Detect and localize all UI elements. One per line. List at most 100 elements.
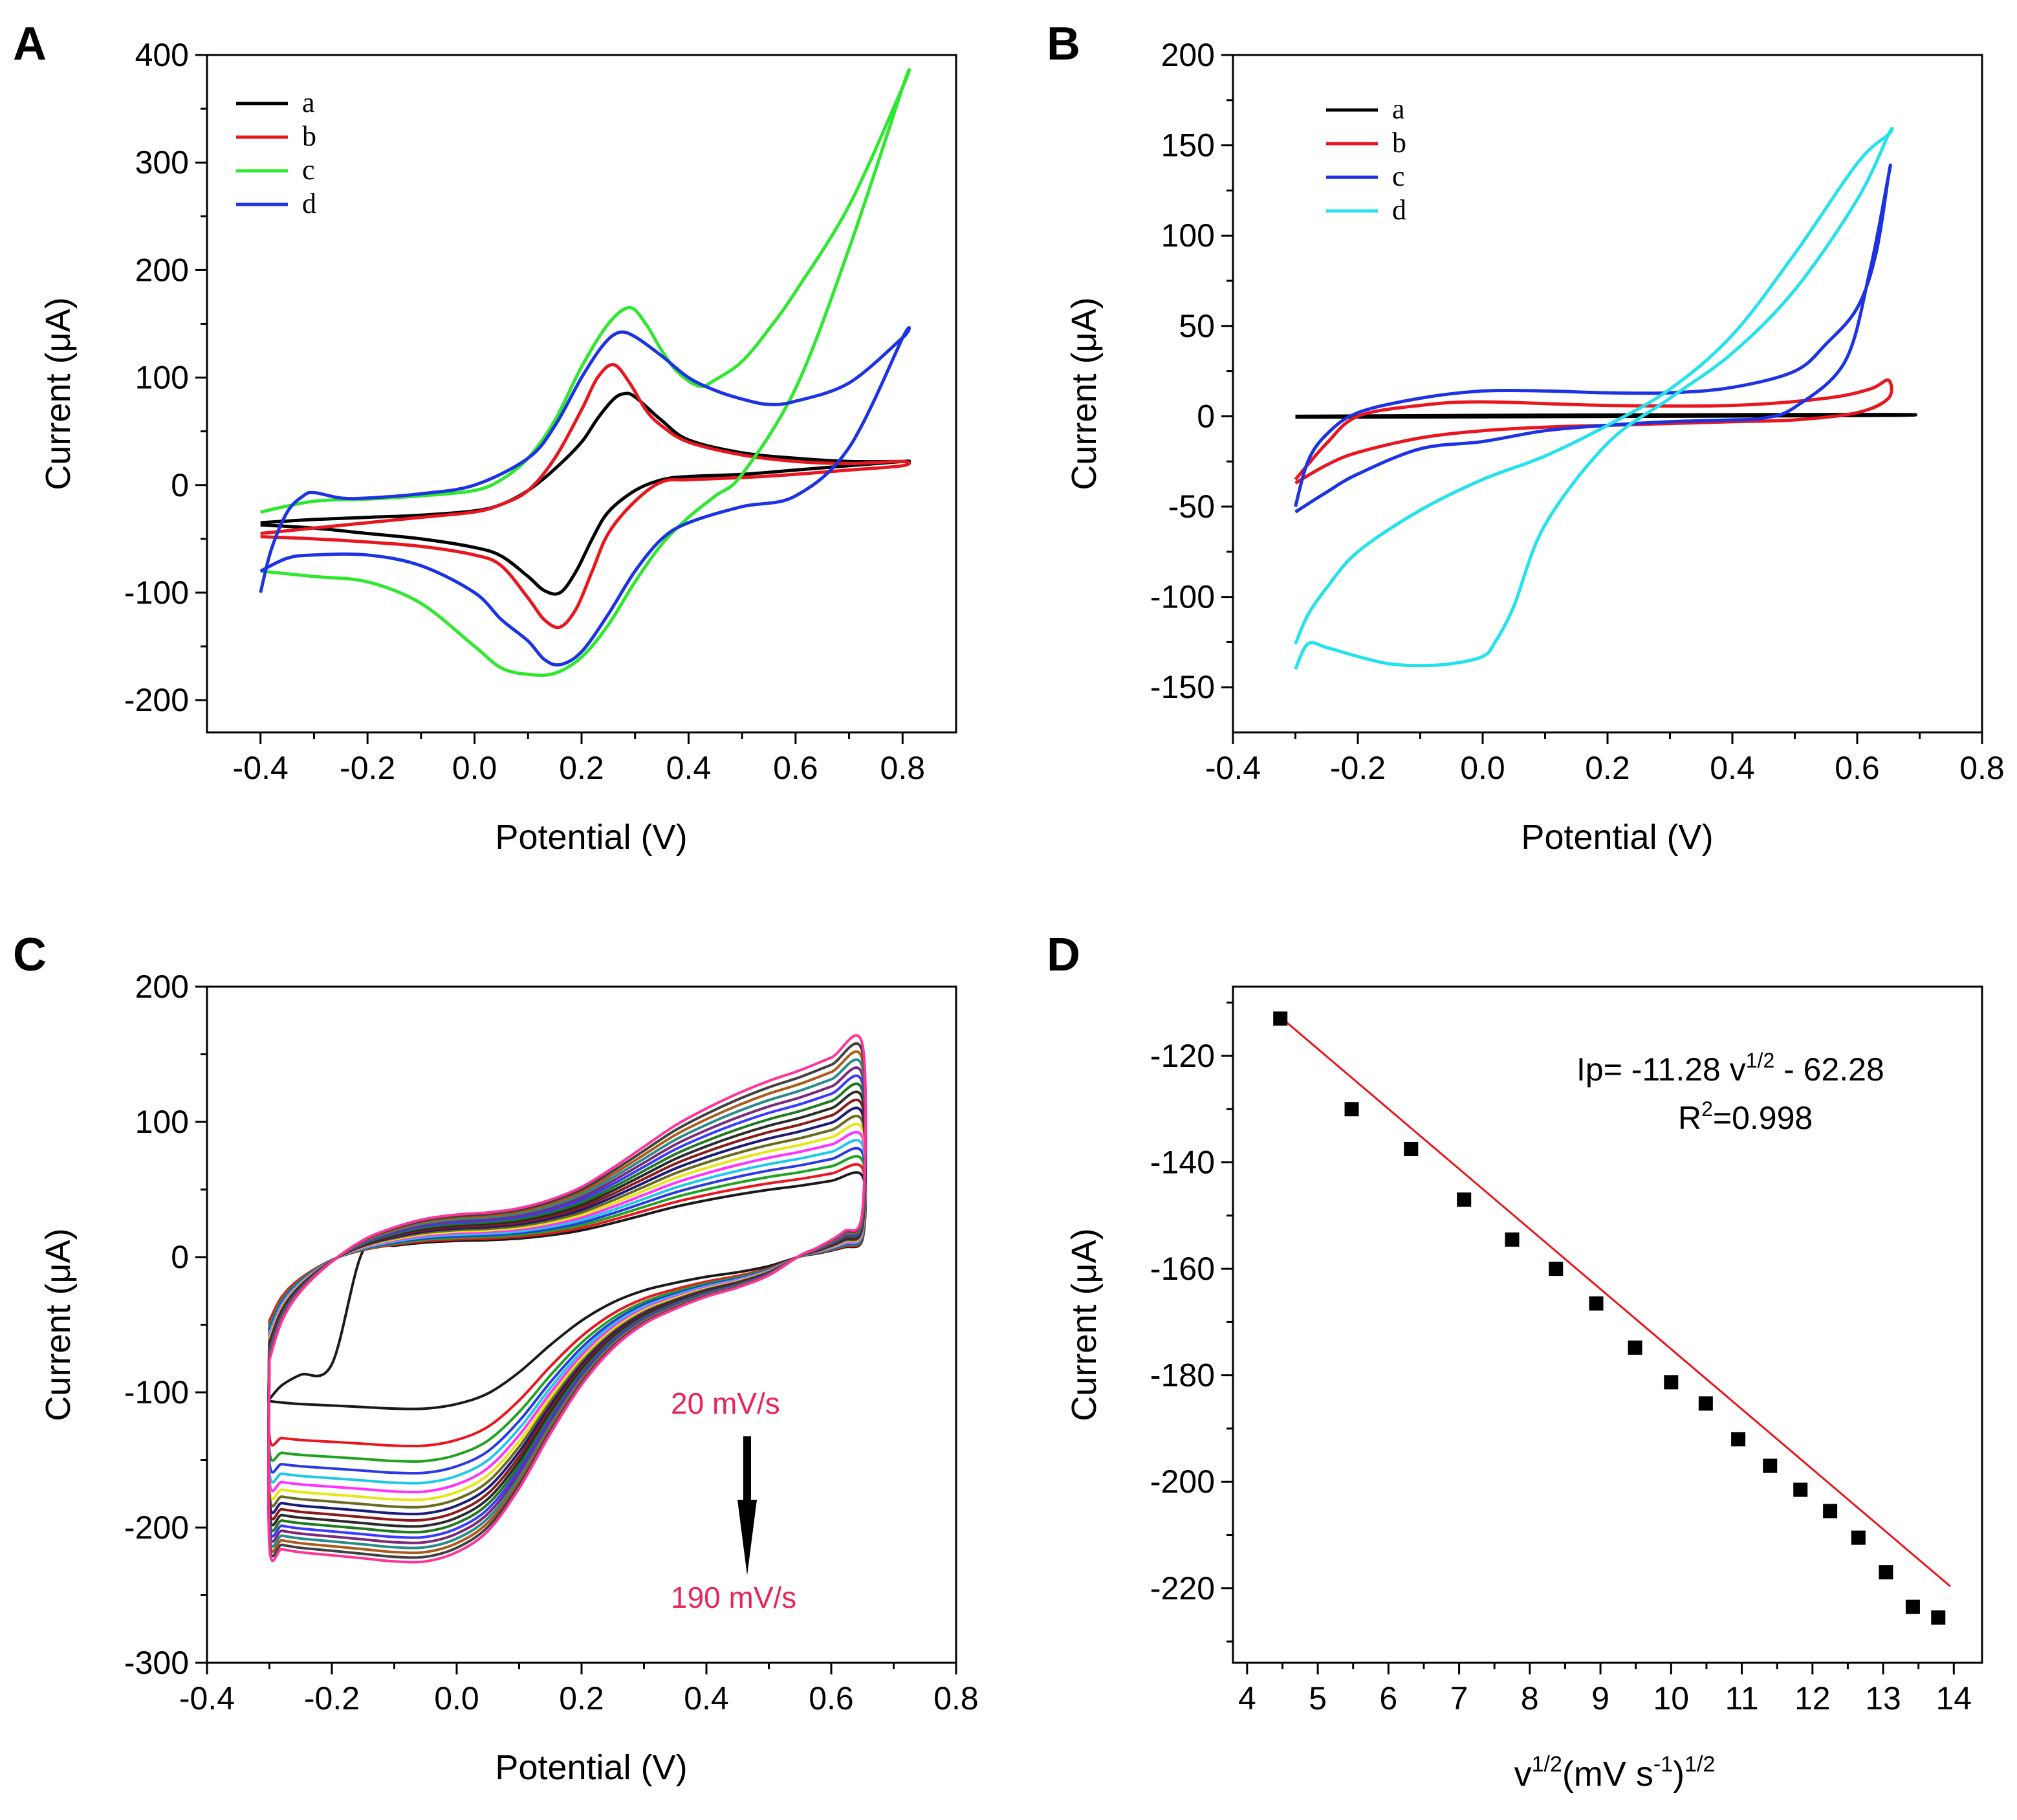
fit-r-squared: R2=0.998 <box>1678 1097 1813 1136</box>
y-tick-label: -200 <box>124 682 189 718</box>
y-tick-label: -150 <box>1150 669 1215 705</box>
data-point <box>1763 1458 1778 1473</box>
x-tick-label: 0.2 <box>1585 750 1630 786</box>
panel-d-xlabel: v1/2(mV s-1)1/2 <box>1514 1752 1716 1793</box>
legend-label-a: a <box>302 87 315 118</box>
x-tick-label: -0.4 <box>179 1680 235 1716</box>
plot-frame <box>1232 985 1983 1664</box>
legend-label-d: d <box>302 188 316 219</box>
y-tick-label: -140 <box>1150 1145 1215 1181</box>
x-tick-label: 0.8 <box>1959 750 2005 786</box>
y-tick-label: -220 <box>1150 1570 1215 1606</box>
data-point <box>1905 1599 1920 1614</box>
x-tick-label: 0.8 <box>933 1680 979 1716</box>
x-tick-label: 0.4 <box>666 750 712 786</box>
cv-curve-a <box>1295 413 1917 419</box>
data-point <box>1731 1432 1746 1447</box>
fit-r2-tail: =0.998 <box>1713 1100 1813 1136</box>
xl-e3: 1/2 <box>1684 1752 1715 1777</box>
x-axis-title: Potential (V) <box>495 818 687 857</box>
x-tick-label: 13 <box>1865 1680 1901 1716</box>
x-tick-label: 0.4 <box>684 1680 729 1716</box>
y-tick-label: -160 <box>1150 1251 1215 1287</box>
y-tick-label: -100 <box>1150 579 1215 615</box>
x-tick-label: 6 <box>1379 1680 1397 1716</box>
x-tick-label: 0.0 <box>452 750 497 786</box>
data-point <box>1879 1565 1893 1580</box>
fit-line <box>1274 1012 1951 1587</box>
x-tick-label: 0.0 <box>1460 750 1505 786</box>
xl-v: v <box>1514 1755 1532 1793</box>
y-axis-title: Current (μA) <box>1065 297 1104 490</box>
y-tick-label: 200 <box>135 252 189 288</box>
panel-a: -0.4 -0.2 0.0 0.2 0.4 0.6 0.8 -200 -100 0 100 200 30… <box>39 37 957 857</box>
x-tick-label: 4 <box>1238 1680 1256 1716</box>
data-point <box>1664 1375 1679 1390</box>
y-tick-label: 100 <box>1161 217 1215 254</box>
data-point <box>1698 1396 1713 1411</box>
y-tick-label: -50 <box>1168 488 1215 525</box>
x-tick-label: 0.6 <box>1835 750 1880 786</box>
legend-label-b: b <box>1392 127 1406 159</box>
x-axis-title: Potential (V) <box>495 1748 687 1787</box>
legend-label-b: b <box>302 120 316 152</box>
panel-label-b: B <box>1047 18 1080 70</box>
y-tick-label: 150 <box>1161 127 1215 164</box>
y-axis-title: Current (μA) <box>1065 1228 1104 1421</box>
y-tick-label: 200 <box>1161 37 1215 73</box>
cv-curve-c <box>1294 163 1892 514</box>
y-tick-label: 0 <box>1197 398 1215 434</box>
fit-r2-exp: 2 <box>1701 1097 1713 1121</box>
y-axis-title: Current (μA) <box>39 297 78 490</box>
x-tick-label: 14 <box>1935 1680 1972 1716</box>
x-tick-label: 0.0 <box>434 1680 479 1716</box>
data-point <box>1589 1296 1604 1311</box>
y-tick-label: 200 <box>135 969 189 1005</box>
x-tick-label: 0.8 <box>880 750 926 786</box>
legend-label-d: d <box>1392 194 1406 226</box>
x-tick-label: 10 <box>1653 1680 1690 1716</box>
x-tick-label: 12 <box>1794 1680 1831 1716</box>
y-tick-label: 0 <box>171 1239 189 1275</box>
x-tick-label: 0.6 <box>773 750 818 786</box>
x-tick-label: 8 <box>1521 1680 1539 1716</box>
data-point <box>1931 1610 1946 1625</box>
cv-curve-d <box>259 326 911 667</box>
panel-label-d: D <box>1047 929 1080 981</box>
cv-curve-c <box>260 68 911 677</box>
data-point <box>1505 1232 1520 1247</box>
y-tick-label: -180 <box>1150 1357 1215 1394</box>
xl-m: (mV s <box>1562 1755 1653 1793</box>
fit-eq-ip: Ip <box>1576 1051 1604 1088</box>
legend-label-c: c <box>302 154 315 186</box>
fit-r2-r: R <box>1678 1100 1701 1136</box>
cv-curve-b <box>260 363 911 630</box>
x-tick-label: 9 <box>1591 1680 1609 1716</box>
data-point <box>1404 1141 1419 1156</box>
legend-label-c: c <box>1392 160 1405 192</box>
scan-rate-start-label: 20 mV/s <box>671 1387 780 1420</box>
scan-rate-end-label: 190 mV/s <box>671 1581 796 1614</box>
y-tick-label: -300 <box>124 1645 189 1681</box>
fit-eq-mid: = -11.28 v <box>1604 1051 1746 1088</box>
y-tick-label: -200 <box>124 1509 189 1546</box>
x-axis-title: Potential (V) <box>1521 818 1713 857</box>
xl-e2: -1 <box>1653 1752 1673 1777</box>
cv-curve-b <box>1294 378 1893 485</box>
y-tick-label: 300 <box>135 144 189 181</box>
x-tick-label: -0.2 <box>1330 750 1386 786</box>
x-tick-label: 0.2 <box>559 750 604 786</box>
y-tick-label: 100 <box>135 360 189 396</box>
y-axis-title: Current (μA) <box>39 1228 78 1421</box>
panel-d: 4 5 6 7 8 9 10 11 12 13 14 -220 -200 -180 -160 -140 -120… <box>1065 985 1983 1716</box>
x-tick-label: 0.4 <box>1710 750 1755 786</box>
xl-e1: 1/2 <box>1532 1752 1562 1777</box>
fit-eq-exp: 1/2 <box>1746 1049 1774 1072</box>
y-tick-label: 0 <box>171 467 189 503</box>
panel-b: -0.4 -0.2 0.0 0.2 0.4 0.6 0.8 -150 -100 -50 0 50 100… <box>1065 37 2005 857</box>
y-tick-label: 50 <box>1179 308 1215 344</box>
x-tick-label: -0.4 <box>1205 750 1261 786</box>
fit-equation: Ip= -11.28 v1/2 - 62.28 <box>1576 1049 1884 1088</box>
data-point <box>1793 1482 1808 1497</box>
y-tick-label: 100 <box>135 1104 189 1140</box>
